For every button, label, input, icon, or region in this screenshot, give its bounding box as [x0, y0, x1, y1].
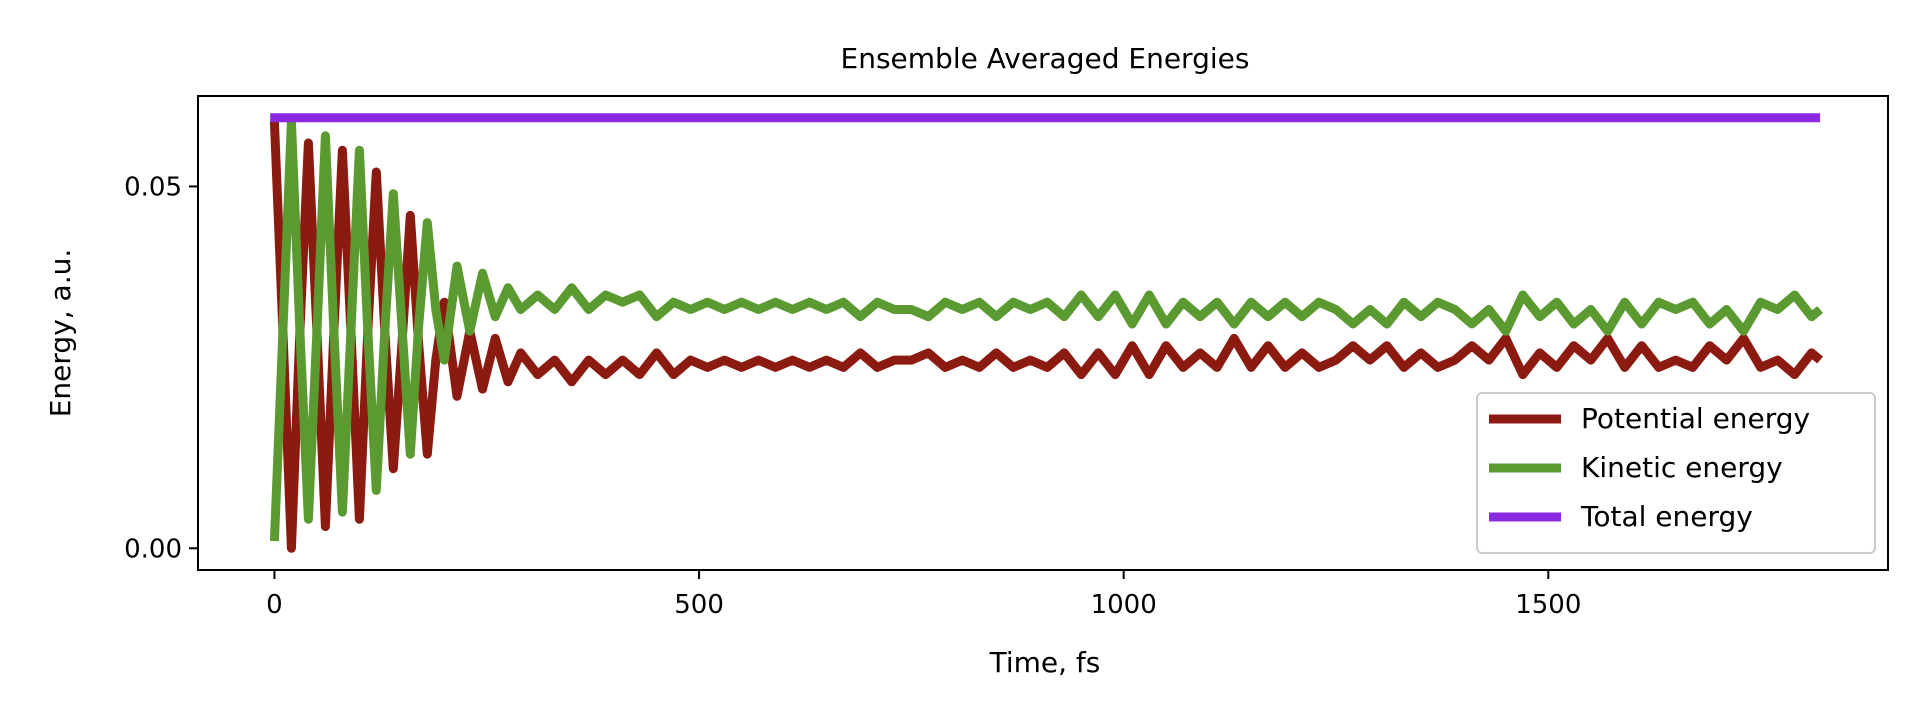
legend-box: [1476, 392, 1876, 554]
legend-label-2: Kinetic energy: [1581, 451, 1783, 484]
y-axis: 0.00 0.05: [124, 172, 198, 564]
x-axis-label: Time, fs: [989, 646, 1101, 679]
x-tick-label: 500: [674, 590, 724, 620]
x-tick-label: 0: [266, 590, 283, 620]
axes-frame: [197, 95, 1889, 571]
plot-area: [269, 113, 1824, 553]
x-tick-label: 1000: [1091, 590, 1157, 620]
x-tick-label: 1500: [1515, 590, 1581, 620]
y-axis-label: Energy, a.u.: [44, 249, 77, 418]
chart-title: Ensemble Averaged Energies: [841, 42, 1250, 75]
legend: Potential energy Kinetic energy Total ener…: [1476, 392, 1876, 554]
legend-label-3: Total energy: [1580, 500, 1753, 533]
y-tick-label: 0.05: [124, 172, 182, 202]
y-tick-label: 0.00: [124, 534, 182, 564]
legend-label-1: Potential energy: [1581, 402, 1810, 435]
x-axis: 0 500 1000 1500: [266, 570, 1581, 620]
series-line-2: [269, 116, 1824, 542]
